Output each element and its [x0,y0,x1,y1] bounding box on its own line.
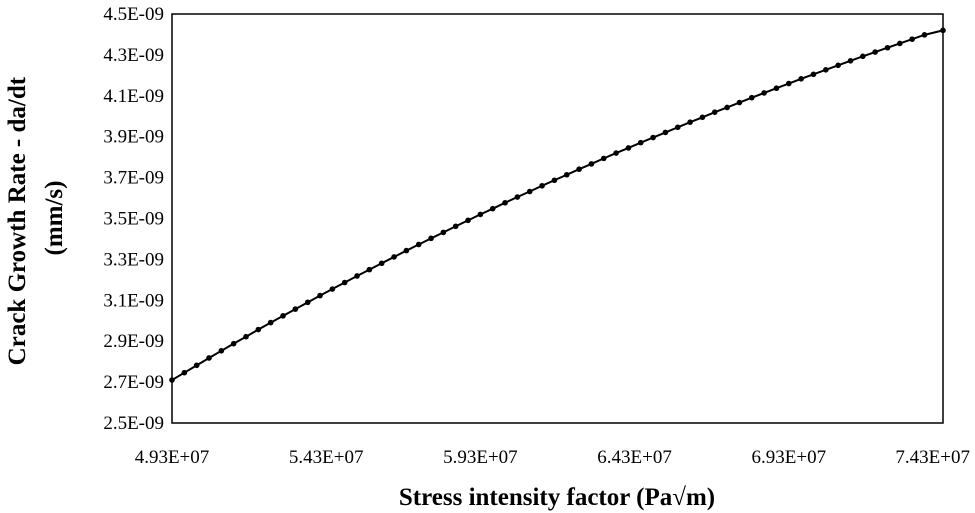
data-point [576,166,582,173]
data-point [304,299,311,306]
data-point [773,85,780,92]
data-point [489,205,496,212]
y-axis-title: Crack Growth Rate - da/dt (mm/s) [4,71,68,366]
y-tick-label: 2.9E-09 [103,331,164,352]
data-point [650,134,656,141]
y-axis-title-line-1: Crack Growth Rate - da/dt [4,76,31,365]
x-axis-ticks: 4.93E+07 5.43E+07 5.93E+07 6.43E+07 6.93E+07… [135,447,970,468]
series-line [171,29,944,381]
data-point [243,333,249,340]
data-point [206,355,212,361]
x-tick-label: 4.93E+07 [135,447,210,468]
data-point [477,211,484,218]
data-point [897,40,903,47]
data-point [551,177,558,184]
data-point [218,348,225,354]
data-point [761,90,767,96]
y-axis-ticks: 2.5E-09 2.7E-09 2.9E-09 3.1E-09 3.3E-09 3.5E-… [103,4,164,434]
data-point [193,362,200,369]
data-point [699,114,706,121]
data-point [823,67,829,73]
data-point [600,155,607,162]
data-point [588,161,595,167]
data-point [391,254,397,260]
data-point [687,119,693,125]
data-point [280,313,286,319]
data-point [921,32,928,38]
y-tick-label: 3.5E-09 [103,209,164,230]
y-tick-label: 3.1E-09 [103,290,164,311]
data-point [341,279,348,286]
plot-area-frame [171,13,944,424]
data-point [366,266,373,273]
data-point [169,377,175,383]
data-point [847,58,854,64]
data-point [613,150,619,156]
data-point [514,194,521,200]
data-point [403,247,410,254]
series-layer [169,27,946,383]
y-tick-label: 2.5E-09 [103,413,164,434]
data-point [526,188,533,195]
data-point [872,49,878,55]
y-tick-label: 4.5E-09 [103,4,164,25]
data-point [539,182,545,189]
y-tick-label: 4.3E-09 [103,45,164,66]
data-point [884,44,891,51]
data-point [452,223,459,230]
data-point [329,286,336,292]
x-tick-label: 6.43E+07 [597,447,672,468]
data-point [711,109,718,115]
y-tick-label: 4.1E-09 [103,86,164,107]
x-tick-label: 7.43E+07 [895,447,970,468]
data-point [909,36,915,42]
y-tick-label: 3.9E-09 [103,127,164,148]
y-tick-label: 2.7E-09 [103,372,164,393]
data-point [860,53,866,60]
y-tick-label: 3.7E-09 [103,168,164,189]
data-point [810,71,817,78]
data-point [637,139,644,146]
data-point [625,145,632,151]
data-point [563,171,570,178]
x-tick-label: 5.43E+07 [289,447,364,468]
data-point [440,229,447,236]
data-point [181,369,188,376]
data-point [786,80,792,87]
data-point [415,241,422,248]
data-point [724,104,730,111]
data-point [317,292,323,299]
data-point [428,235,434,242]
data-point [502,199,508,206]
data-point [674,124,681,131]
data-point [378,260,385,267]
data-point [292,306,299,312]
y-tick-label: 3.3E-09 [103,249,164,270]
x-tick-label: 6.93E+07 [752,447,827,468]
data-point [798,76,804,82]
x-tick-label: 5.93E+07 [443,447,518,468]
data-point [736,99,743,106]
x-axis-title: Stress intensity factor (Pa√m) [399,484,715,511]
data-point [267,319,274,326]
data-point [835,62,841,69]
data-point [748,94,755,101]
data-point [662,129,669,136]
data-point [940,27,946,34]
data-point [465,217,471,224]
data-point [255,326,262,333]
y-axis-title-line-2: (mm/s) [41,181,68,256]
data-point [230,340,237,347]
data-point [354,273,360,279]
